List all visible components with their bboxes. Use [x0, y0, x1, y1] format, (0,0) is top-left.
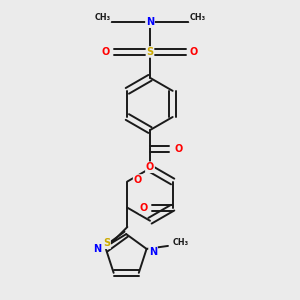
Text: CH₃: CH₃ [190, 13, 206, 22]
Text: N: N [93, 244, 101, 254]
Text: O: O [174, 144, 182, 154]
Text: O: O [140, 203, 148, 213]
Text: S: S [146, 47, 154, 57]
Text: S: S [103, 238, 110, 248]
Text: O: O [134, 175, 142, 185]
Text: CH₃: CH₃ [94, 13, 110, 22]
Text: O: O [190, 47, 198, 57]
Text: N: N [149, 247, 157, 257]
Text: CH₃: CH₃ [172, 238, 188, 247]
Text: N: N [146, 17, 154, 27]
Text: O: O [102, 47, 110, 57]
Text: O: O [146, 162, 154, 172]
